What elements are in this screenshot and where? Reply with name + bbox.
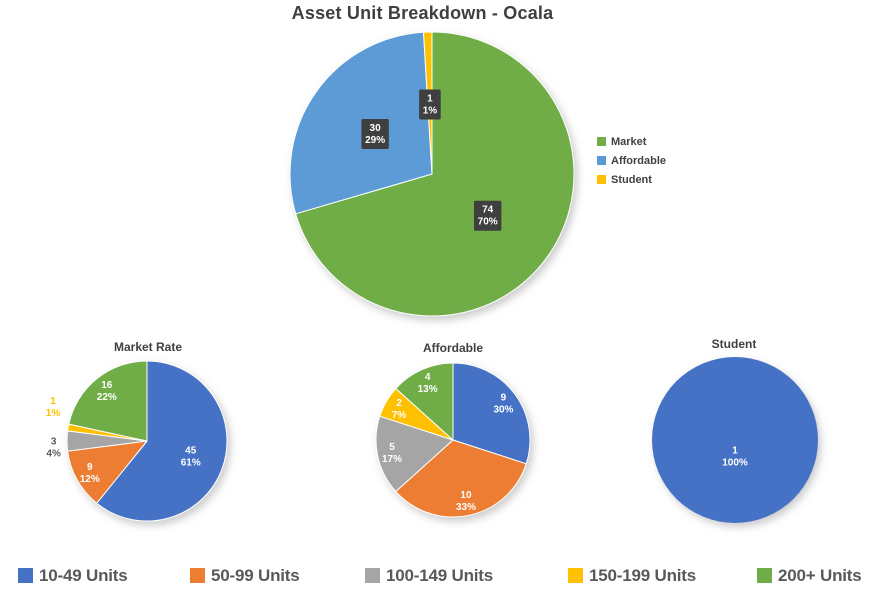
pie-affordable: [375, 362, 531, 518]
bottom-legend-item-50-99-units[interactable]: 50-99 Units: [190, 566, 300, 585]
pie-slice-student-10-49-units[interactable]: [652, 357, 818, 523]
pie-label-affordable-50-99-units: 10 33%: [456, 490, 476, 513]
main-pie-legend: Market Affordable Student: [597, 132, 666, 189]
pie-label-market-rate-10-49-units: 45 61%: [181, 445, 201, 468]
svg-text:27%: 2 7%: [392, 398, 407, 421]
legend-swatch: [757, 568, 772, 583]
pie-slice-affordable-200-units[interactable]: [395, 362, 454, 441]
pie-label-affordable-100-149-units: 5 17%: [382, 442, 402, 465]
chart-title-main: Asset Unit Breakdown - Ocala: [291, 3, 554, 23]
legend-swatch-affordable: [597, 156, 606, 165]
chart-title-market-rate: Market Rate: [113, 340, 183, 354]
pie-market-rate: [66, 360, 228, 522]
svg-text:912%: 9 12%: [80, 462, 100, 485]
pie-slice-market-rate-200-units[interactable]: [68, 360, 148, 442]
pie-label-affordable-200-units: 4 13%: [418, 372, 438, 395]
pie-label-market-rate-200-units: 16 22%: [97, 380, 117, 403]
svg-text:930%: 9 30%: [493, 392, 513, 415]
pie-student: [652, 357, 818, 523]
pie-label-market-rate-50-99-units: 9 12%: [80, 462, 100, 485]
svg-text:11%: 1 1%: [423, 93, 438, 116]
svg-text:413%: 4 13%: [418, 372, 438, 395]
legend-swatch: [190, 568, 205, 583]
pie-slice-main-affordable[interactable]: [289, 31, 433, 215]
pie-slice-market-rate-10-49-units[interactable]: [96, 360, 228, 522]
legend-label: 10-49 Units: [39, 565, 128, 585]
bottom-legend-item-200-units[interactable]: 200+ Units: [757, 566, 862, 585]
main-legend-item-student[interactable]: Student: [597, 170, 666, 189]
pie-slice-affordable-50-99-units[interactable]: [395, 439, 527, 518]
legend-swatch: [18, 568, 33, 583]
svg-text:11%: 1 1%: [46, 396, 61, 419]
pie-slice-market-rate-50-99-units[interactable]: [67, 440, 148, 504]
bottom-legend-item-150-199-units[interactable]: 150-199 Units: [568, 566, 696, 585]
legend-label: Affordable: [611, 154, 666, 167]
pie-label-affordable-10-49-units: 9 30%: [493, 392, 513, 415]
bottom-legend-item-100-149-units[interactable]: 100-149 Units: [365, 566, 493, 585]
legend-label: 150-199 Units: [589, 565, 697, 585]
pie-slice-affordable-100-149-units[interactable]: [375, 415, 454, 493]
pie-label-main-market: 74 70%: [473, 200, 502, 231]
pie-slice-affordable-10-49-units[interactable]: [452, 362, 531, 465]
main-legend-item-affordable[interactable]: Affordable: [597, 151, 666, 170]
legend-swatch: [365, 568, 380, 583]
legend-label: 200+ Units: [778, 565, 862, 585]
pie-label-market-rate-150-199-units: 1 1%: [46, 396, 61, 419]
legend-swatch-market: [597, 137, 606, 146]
legend-swatch: [568, 568, 583, 583]
legend-label: Student: [611, 173, 652, 186]
pie-main: [289, 31, 575, 317]
legend-label: 50-99 Units: [211, 565, 300, 585]
svg-text:517%: 5 17%: [382, 442, 402, 465]
legend-label: Market: [611, 135, 647, 148]
pie-label-main-affordable: 30 29%: [361, 118, 389, 149]
legend-label: 100-149 Units: [386, 565, 494, 585]
legend-swatch-student: [597, 175, 606, 184]
pie-slice-main-market[interactable]: [295, 31, 575, 317]
svg-text:34%: 3 4%: [46, 437, 61, 460]
pie-label-student-10-49-units: 1 100%: [722, 446, 748, 469]
pie-label-main-student: 1 1%: [419, 89, 441, 120]
main-legend-item-market[interactable]: Market: [597, 132, 666, 151]
chart-title-affordable: Affordable: [423, 341, 483, 355]
pie-label-affordable-150-199-units: 2 7%: [392, 398, 407, 421]
bottom-legend-item-10-49-units[interactable]: 10-49 Units: [18, 566, 128, 585]
chart-title-student: Student: [711, 337, 757, 351]
pie-label-market-rate-100-149-units: 3 4%: [46, 437, 61, 460]
